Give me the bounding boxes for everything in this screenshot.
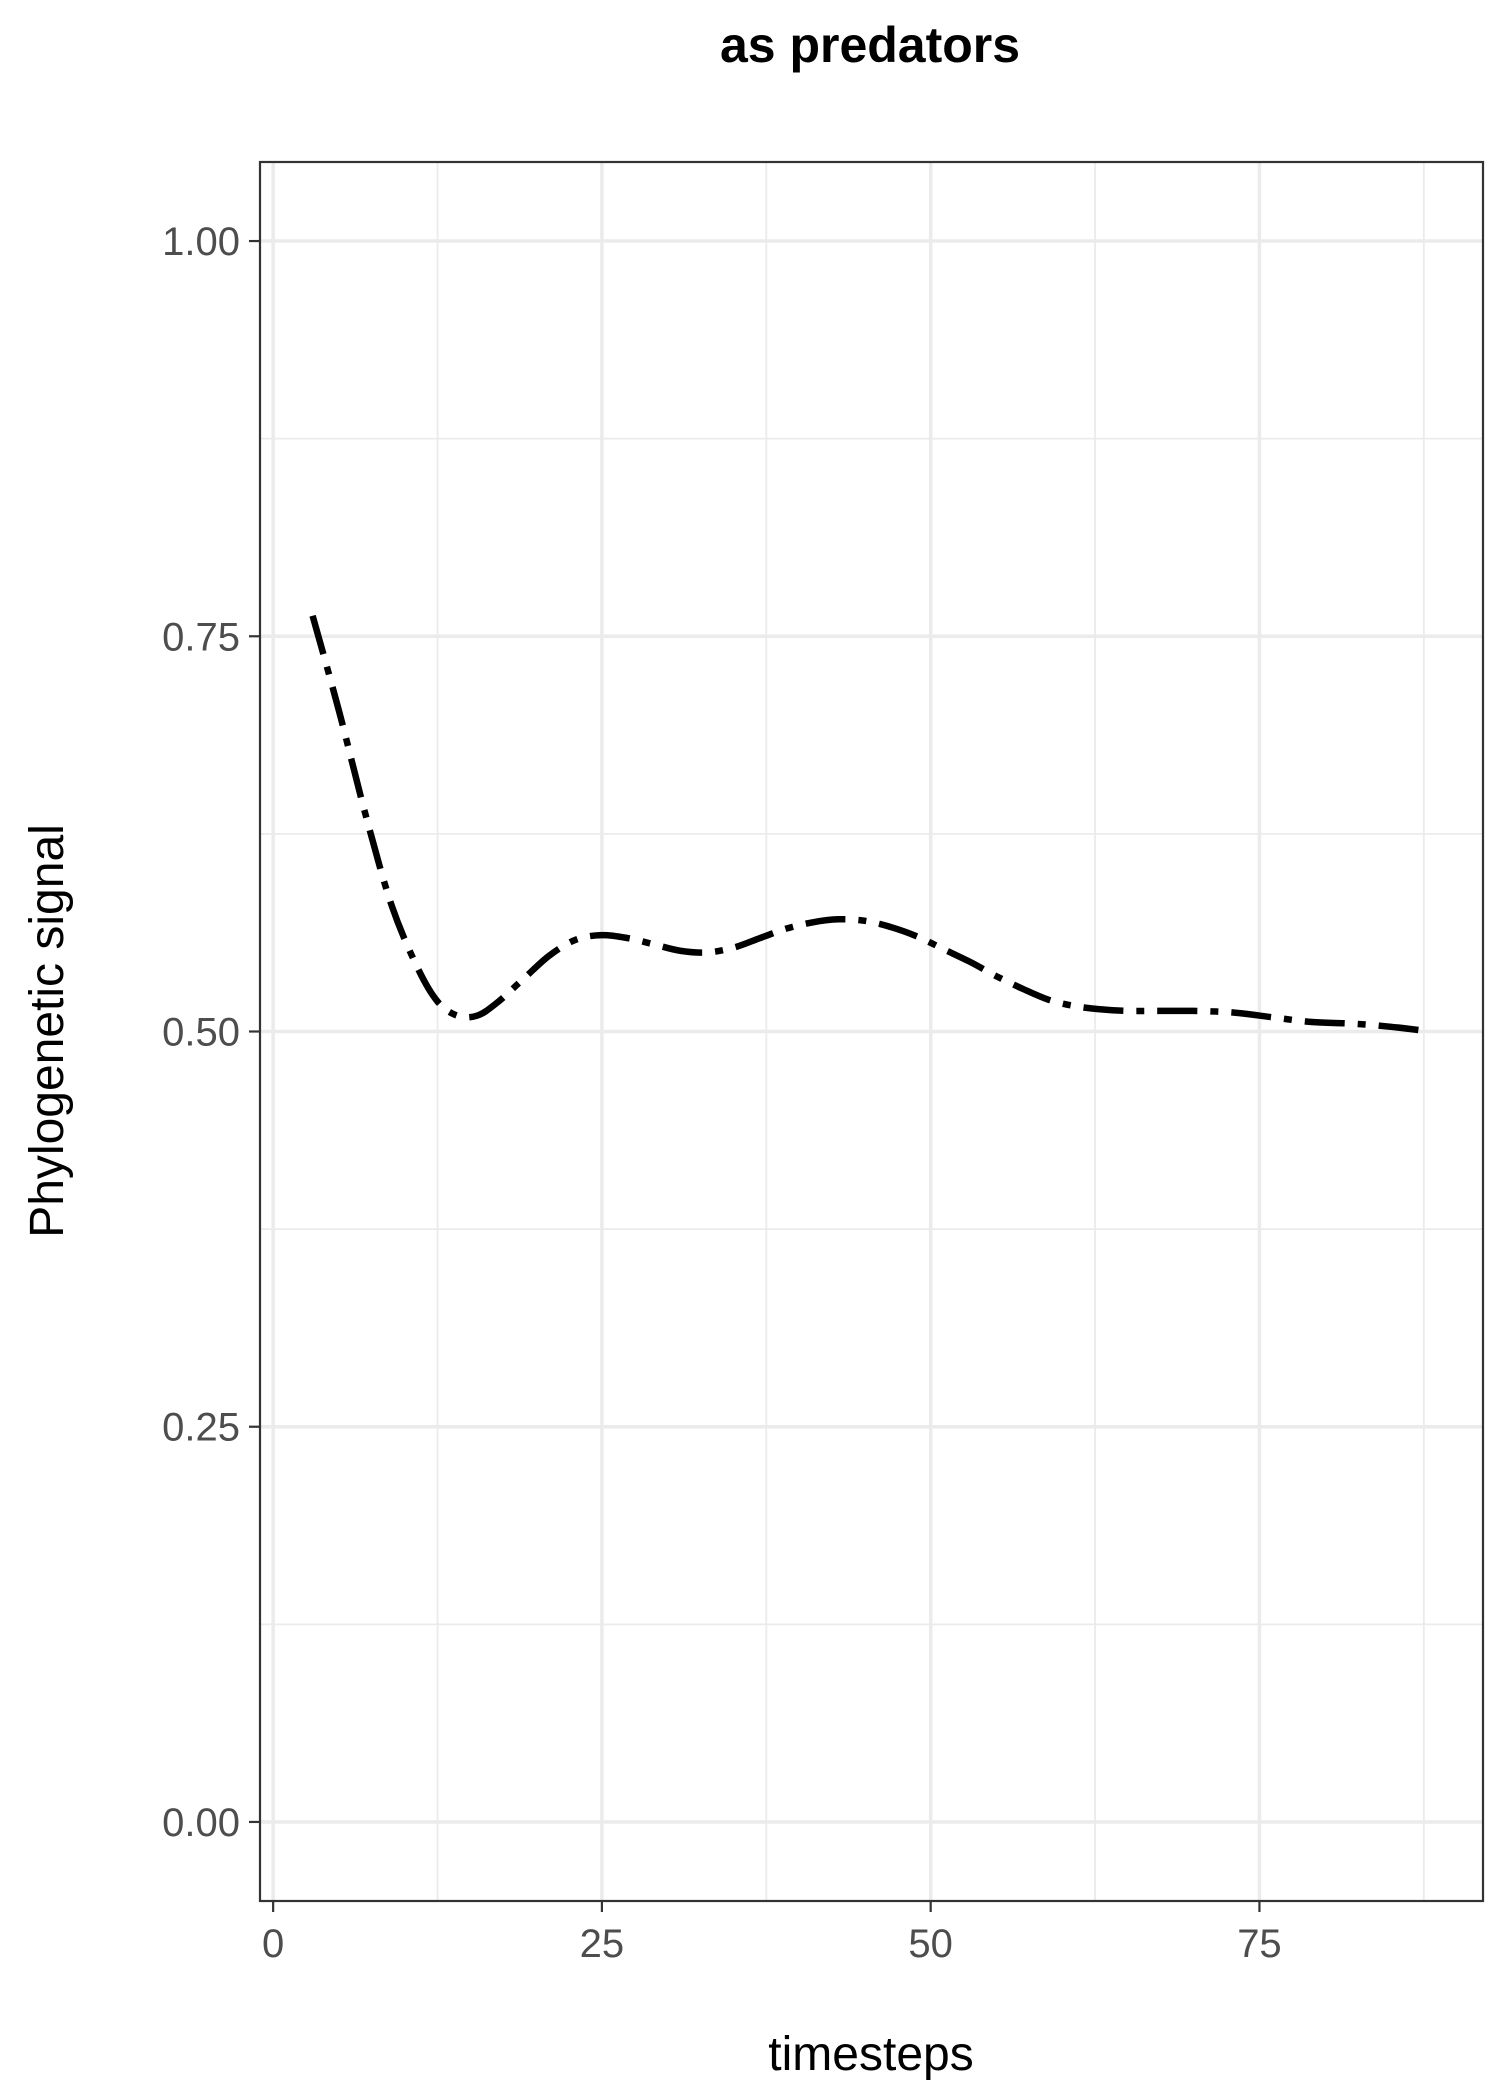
x-axis: 0 25 50 75 — [262, 1901, 1282, 1966]
x-tick-label: 25 — [580, 1922, 625, 1966]
series-line — [309, 614, 1431, 1035]
y-tick-label: 1.00 — [162, 220, 240, 264]
y-axis: 0.00 0.25 0.50 0.75 1.00 — [162, 220, 260, 1845]
x-tick-label: 75 — [1237, 1922, 1282, 1966]
minor-y-gridlines — [260, 437, 1483, 1626]
y-tick-label: 0.00 — [162, 1801, 240, 1845]
y-tick-label: 0.25 — [162, 1406, 240, 1450]
x-tick-label: 0 — [262, 1922, 284, 1966]
y-tick-label: 0.50 — [162, 1011, 240, 1055]
y-tick-label: 0.75 — [162, 615, 240, 659]
major-x-gridlines — [271, 162, 1262, 1901]
chart-title: as predators — [720, 17, 1020, 73]
series-layer — [309, 614, 1431, 1035]
x-tick-label: 50 — [908, 1922, 953, 1966]
x-axis-title: timesteps — [768, 2028, 973, 2081]
major-y-gridlines — [260, 239, 1483, 1824]
y-axis-title: Phylogenetic signal — [21, 824, 74, 1238]
